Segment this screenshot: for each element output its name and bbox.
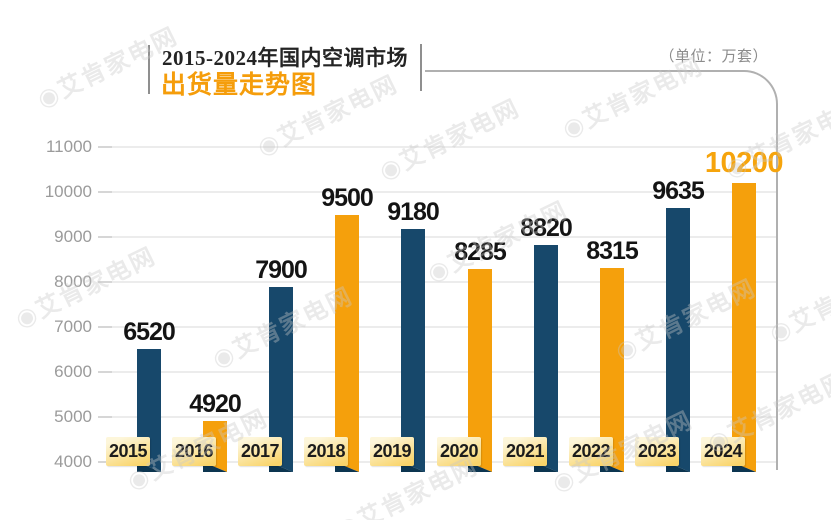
- ytick-7000: [98, 326, 112, 328]
- chart-title-line1: 2015-2024年国内空调市场: [162, 46, 408, 70]
- bar-value-label-2018: 9500: [321, 184, 374, 212]
- year-tag-2021: 2021: [503, 437, 547, 466]
- y-axis-label-6000: 6000: [54, 362, 92, 381]
- gridline-11000: [98, 146, 776, 148]
- bar-fold-2020: [468, 462, 492, 472]
- ytick-5000: [98, 416, 112, 418]
- ytick-6000: [98, 371, 112, 373]
- bar-value-label-2022: 8315: [586, 237, 639, 265]
- gridline-7000: [98, 326, 776, 328]
- year-tag-2022: 2022: [569, 437, 613, 466]
- ytick-4000: [98, 461, 112, 463]
- year-tag-2015: 2015: [106, 437, 150, 466]
- ytick-11000: [98, 146, 112, 148]
- title-right-rule: [420, 44, 422, 91]
- gridline-9000: [98, 236, 776, 238]
- year-tag-2024: 2024: [701, 437, 745, 466]
- y-axis-label-7000: 7000: [54, 317, 92, 336]
- y-axis-label-8000: 8000: [54, 272, 92, 291]
- year-tag-2020: 2020: [437, 437, 481, 466]
- bar-fold-2016: [203, 462, 227, 472]
- bar-value-label-2015: 6520: [123, 318, 176, 346]
- y-axis-label-5000: 5000: [54, 407, 92, 426]
- bar-body-2019: [401, 229, 425, 472]
- bar-value-label-2020: 8285: [454, 238, 507, 266]
- y-axis-label-10000: 10000: [44, 182, 92, 201]
- bar-value-label-2016: 4920: [189, 390, 242, 418]
- bar-body-2024: [732, 183, 756, 472]
- bar-2019: [401, 229, 425, 472]
- ytick-8000: [98, 281, 112, 283]
- gridline-5000: [98, 416, 776, 418]
- unit-label: （单位：万套）: [659, 48, 768, 65]
- title-left-rule: [148, 45, 150, 94]
- bar-2024: [732, 183, 756, 472]
- chart-title-line2: 出货量走势图: [161, 72, 318, 99]
- bar-fold-2019: [401, 462, 425, 472]
- y-axis-label-11000: 11000: [45, 137, 92, 156]
- bar-fold-2015: [137, 462, 161, 472]
- y-axis-label-4000: 4000: [54, 452, 92, 471]
- gridline-10000: [98, 191, 776, 193]
- year-tag-2017: 2017: [238, 437, 282, 466]
- bar-fold-2022: [600, 462, 624, 472]
- bar-body-2023: [666, 208, 690, 472]
- bar-fold-2021: [534, 462, 558, 472]
- bar-fold-2017: [269, 462, 293, 472]
- bar-value-label-2023: 9635: [652, 177, 705, 205]
- year-tag-2023: 2023: [635, 437, 679, 466]
- bar-fold-2018: [335, 462, 359, 472]
- bar-body-2021: [534, 245, 558, 472]
- bar-2021: [534, 245, 558, 472]
- bar-2023: [666, 208, 690, 472]
- bar-fold-2023: [666, 462, 690, 472]
- year-tag-2018: 2018: [304, 437, 348, 466]
- ytick-9000: [98, 236, 112, 238]
- bar-value-label-2024: 10200: [704, 147, 784, 179]
- bar-fold-2024: [732, 462, 756, 472]
- bar-value-label-2019: 9180: [387, 198, 440, 226]
- bar-value-label-2017: 7900: [255, 256, 308, 284]
- bar-2018: [335, 215, 359, 472]
- ytick-10000: [98, 191, 112, 193]
- gridline-8000: [98, 281, 776, 283]
- year-tag-2019: 2019: [370, 437, 414, 466]
- year-tag-2016: 2016: [172, 437, 216, 466]
- bar-body-2018: [335, 215, 359, 472]
- bar-value-label-2021: 8820: [520, 214, 573, 242]
- y-axis-label-9000: 9000: [54, 227, 92, 246]
- gridline-6000: [98, 371, 776, 373]
